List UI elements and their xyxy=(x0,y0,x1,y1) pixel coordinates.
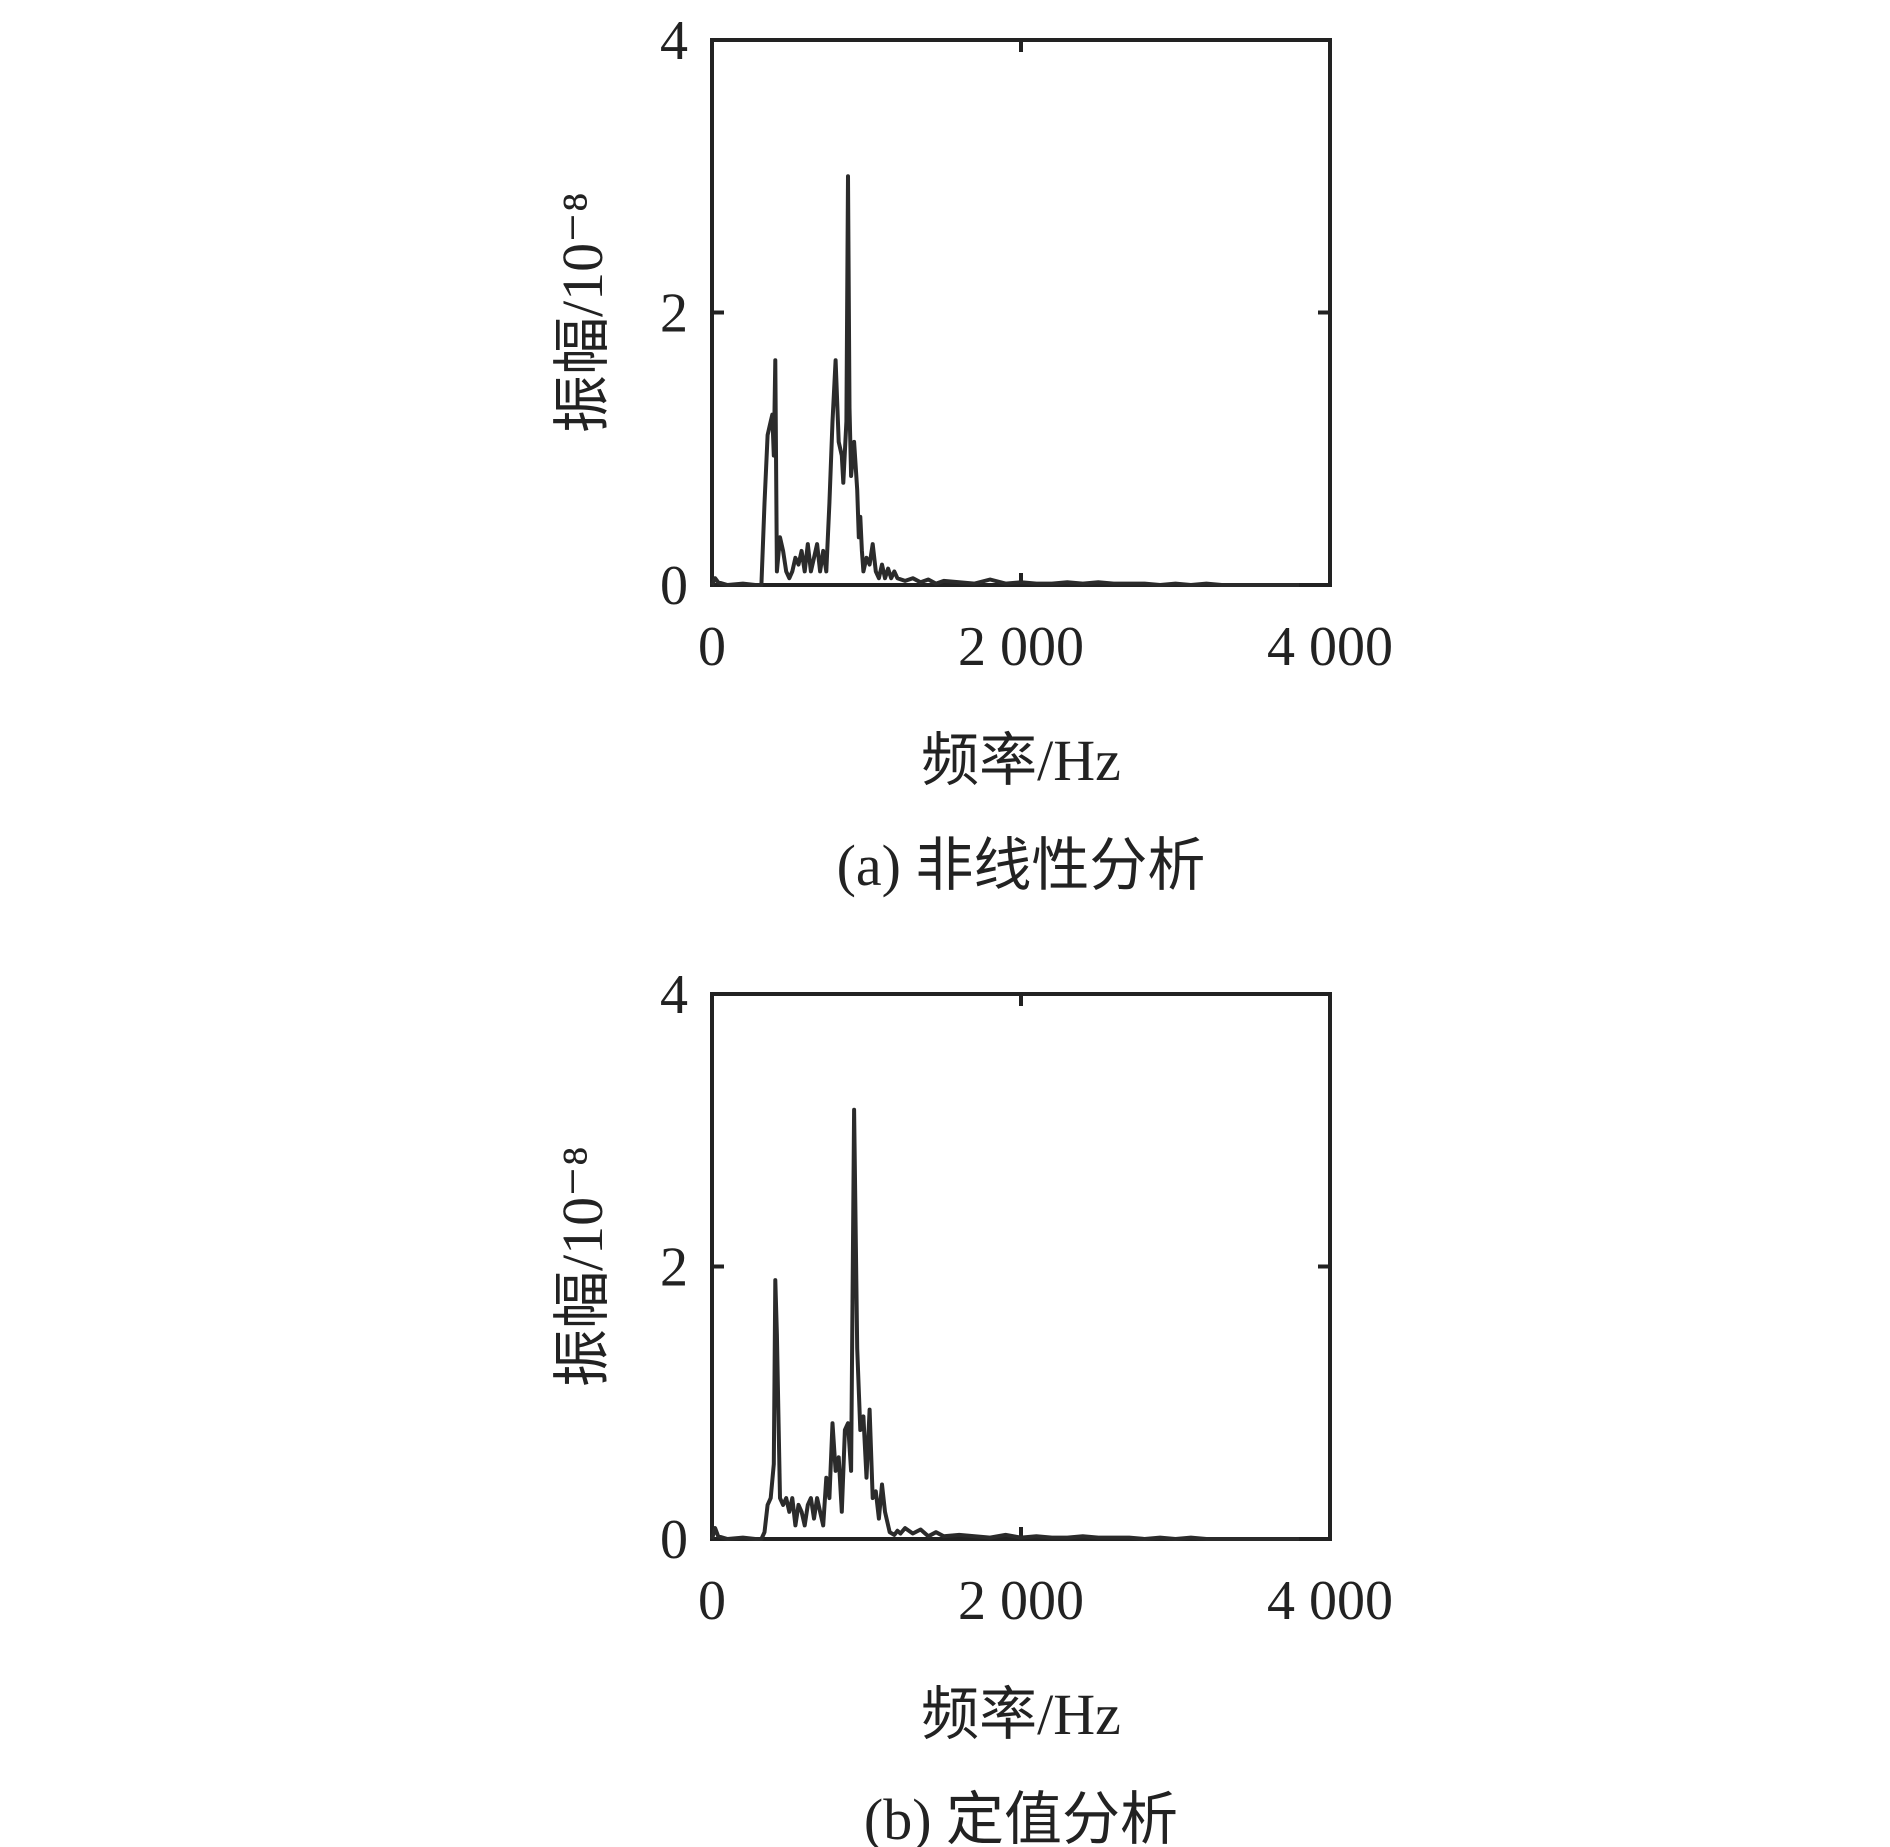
x-tick-label: 0 xyxy=(698,616,726,678)
y-tick-label: 4 xyxy=(660,10,688,72)
series-line xyxy=(710,174,1300,587)
x-tick-labels: 0 2 000 4 000 xyxy=(698,1570,1393,1632)
y-tick-label: 2 xyxy=(660,283,688,345)
y-tick-labels: 0 2 4 xyxy=(660,964,688,1571)
x-tick-label: 0 xyxy=(698,1570,726,1632)
y-tick-label: 0 xyxy=(660,1509,688,1571)
chart-panel-b: 0 2 4 0 2 000 4 000 振幅/10⁻⁸ 频率/Hz (b) 定值分析 xyxy=(550,964,1393,1847)
y-axis-label: 振幅/10⁻⁸ xyxy=(550,1146,615,1387)
y-axis-label: 振幅/10⁻⁸ xyxy=(550,192,615,433)
x-tick-label: 4 000 xyxy=(1267,1570,1393,1632)
x-tick-label: 2 000 xyxy=(958,1570,1084,1632)
y-tick-label: 2 xyxy=(660,1237,688,1299)
y-tick-labels: 0 2 4 xyxy=(660,10,688,617)
axis-ticks xyxy=(710,992,1332,1541)
x-axis-label: 频率/Hz xyxy=(921,728,1121,793)
figure-caption-b: (b) 定值分析 xyxy=(864,1787,1178,1847)
axis-ticks xyxy=(710,38,1332,587)
series-line xyxy=(710,1107,1300,1541)
chart-panel-a: 0 2 4 0 2 000 4 000 振幅/10⁻⁸ 频率/Hz (a) 非线性分析 xyxy=(550,10,1393,898)
x-tick-label: 4 000 xyxy=(1267,616,1393,678)
x-tick-label: 2 000 xyxy=(958,616,1084,678)
y-tick-label: 0 xyxy=(660,555,688,617)
x-axis-label: 频率/Hz xyxy=(921,1682,1121,1747)
y-tick-label: 4 xyxy=(660,964,688,1026)
figure-caption-a: (a) 非线性分析 xyxy=(837,833,1206,898)
x-tick-labels: 0 2 000 4 000 xyxy=(698,616,1393,678)
plot-frame xyxy=(710,38,1332,587)
plot-frame xyxy=(710,992,1332,1541)
